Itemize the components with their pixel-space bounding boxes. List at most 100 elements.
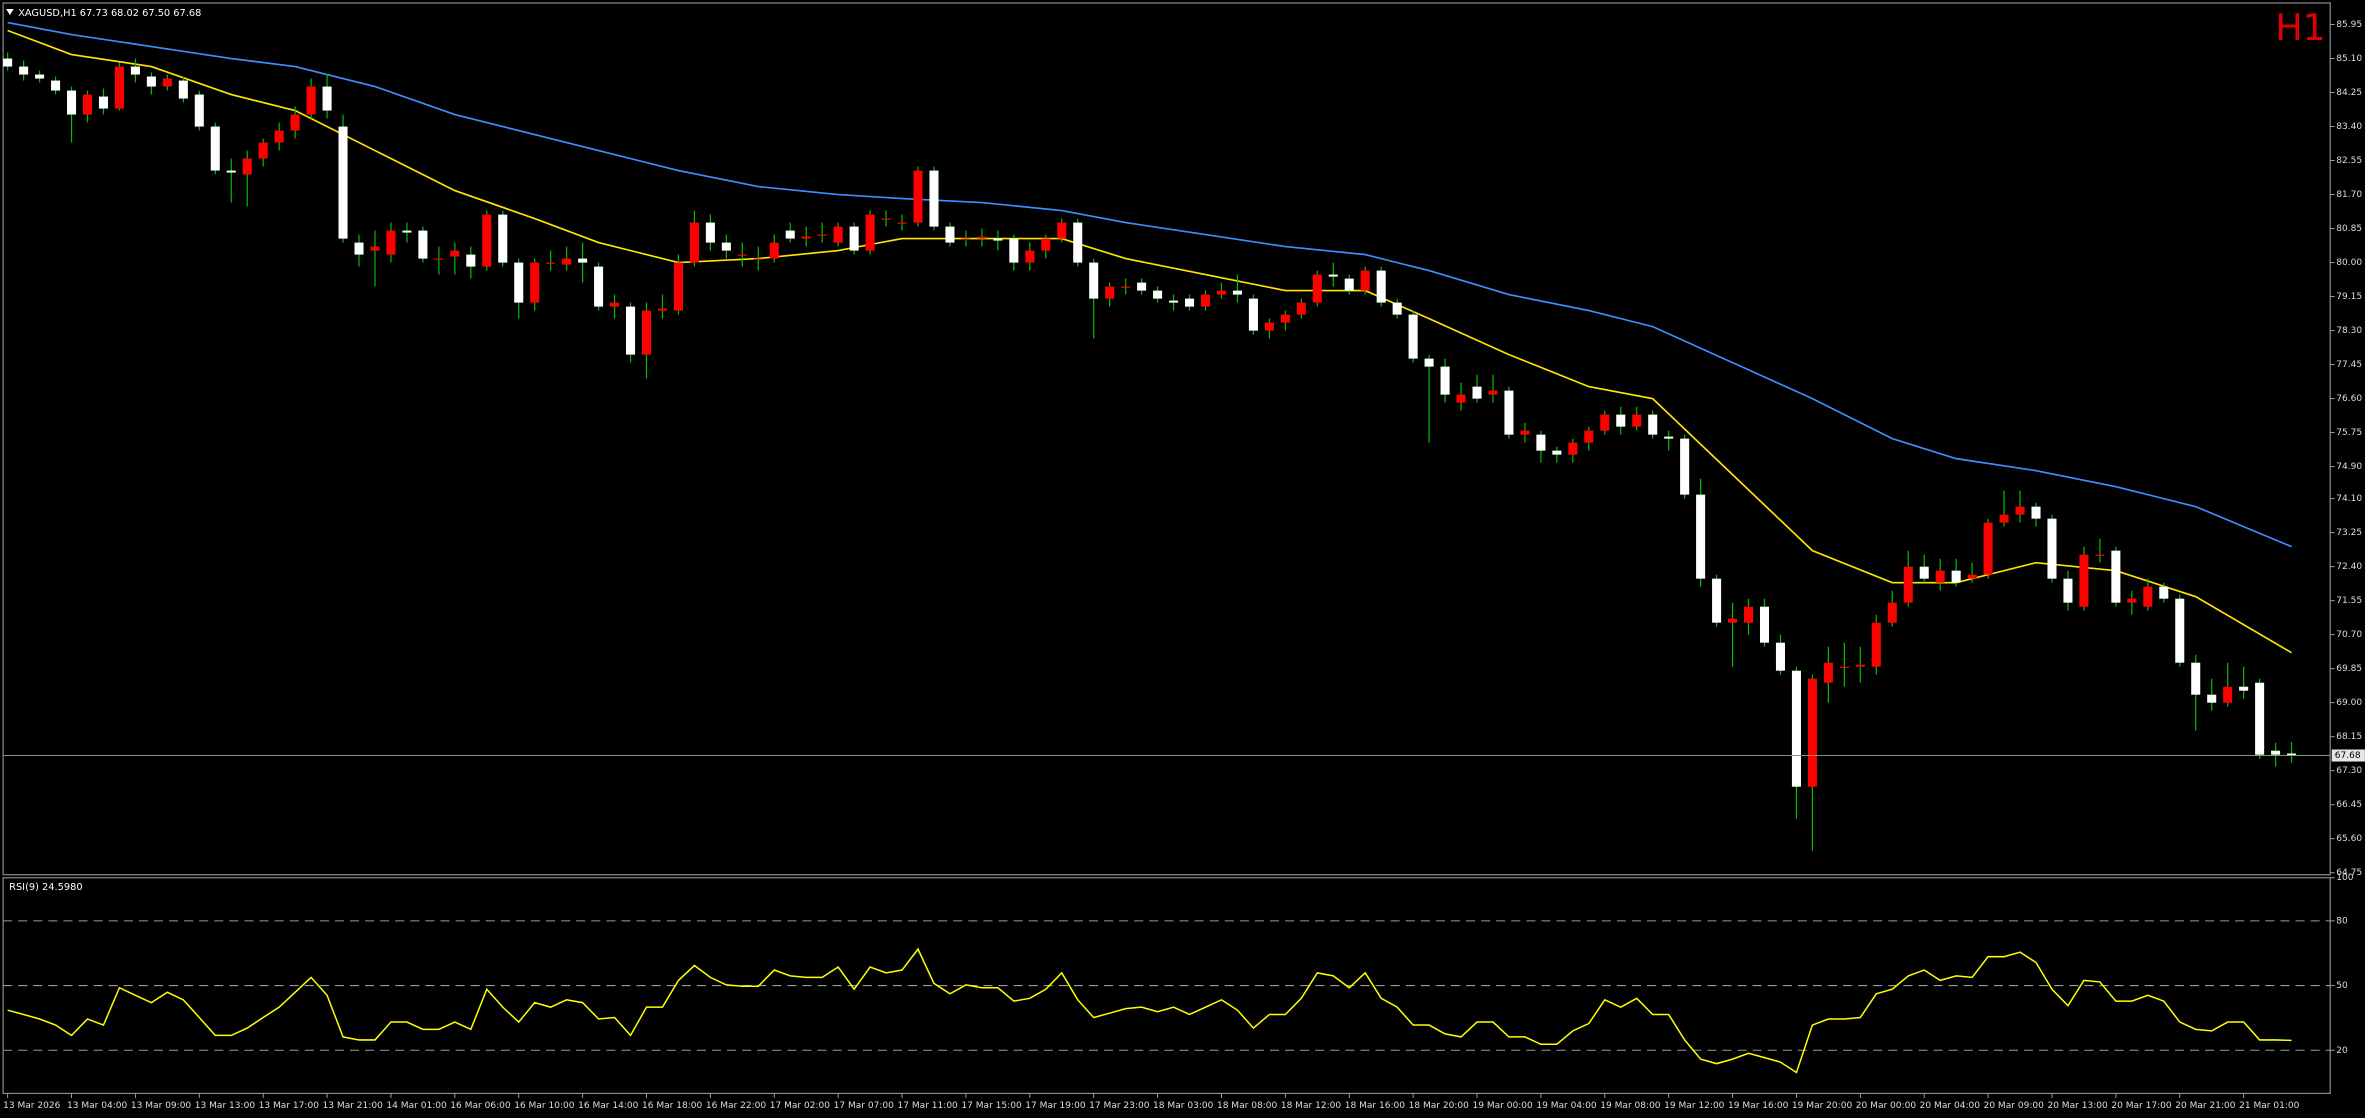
- candle-body: [162, 78, 172, 87]
- candle-body: [98, 96, 108, 109]
- candle-body: [67, 90, 77, 115]
- candle-body: [673, 262, 683, 311]
- y-tick-label: 74.90: [2336, 462, 2362, 472]
- candle-body: [482, 214, 492, 267]
- x-tick-label: 18 Mar 16:00: [1345, 1101, 1406, 1111]
- candle-body: [1392, 302, 1402, 315]
- candle-body: [1344, 278, 1354, 291]
- candle-body: [705, 222, 715, 243]
- candle-body: [833, 226, 843, 243]
- y-tick-label: 80: [2336, 916, 2348, 926]
- candle-body: [1456, 394, 1466, 403]
- candle-body: [1967, 574, 1977, 579]
- y-tick-label: 84.25: [2336, 88, 2362, 98]
- y-tick-label: 75.75: [2336, 428, 2362, 438]
- y-tick-label: 80.85: [2336, 224, 2362, 234]
- x-tick-label: 20 Mar 04:00: [1920, 1101, 1981, 1111]
- candle-body: [258, 142, 268, 159]
- candle-body: [2239, 686, 2249, 691]
- x-tick-label: 17 Mar 02:00: [770, 1101, 831, 1111]
- candle-body: [1312, 274, 1322, 303]
- x-tick-label: 18 Mar 08:00: [1217, 1101, 1278, 1111]
- y-tick-label: 73.25: [2336, 528, 2362, 538]
- candle-body: [35, 74, 45, 79]
- candle-body: [1248, 298, 1258, 331]
- x-tick-label: 14 Mar 01:00: [386, 1101, 447, 1111]
- candle-body: [1536, 434, 1546, 451]
- candle-body: [1105, 286, 1115, 299]
- x-tick-label: 21 Mar 01:00: [2239, 1101, 2300, 1111]
- candle-body: [945, 226, 955, 243]
- y-tick-label: 66.45: [2336, 800, 2362, 810]
- x-tick-label: 16 Mar 10:00: [514, 1101, 575, 1111]
- y-tick-label: 64.75: [2336, 868, 2362, 878]
- candle-body: [1999, 514, 2009, 523]
- candle-body: [1376, 270, 1386, 303]
- x-tick-label: 17 Mar 11:00: [898, 1101, 959, 1111]
- candle-body: [1983, 522, 1993, 575]
- y-tick-label: 69.00: [2336, 698, 2362, 708]
- candle-body: [1632, 414, 1642, 427]
- price-panel: [2, 2, 2331, 876]
- x-tick-label: 18 Mar 20:00: [1409, 1101, 1470, 1111]
- x-tick-label: 19 Mar 16:00: [1728, 1101, 1789, 1111]
- candle-body: [1073, 222, 1083, 263]
- candle-body: [2047, 518, 2057, 579]
- candle-body: [1839, 666, 1849, 668]
- x-tick-label: 19 Mar 12:00: [1664, 1101, 1725, 1111]
- candle-body: [753, 258, 763, 260]
- candle-body: [1648, 414, 1658, 435]
- y-tick-label: 78.30: [2336, 326, 2362, 336]
- symbol-title: XAGUSD,H1 67.73 68.02 67.50 67.68: [18, 8, 201, 19]
- candle-body: [737, 254, 747, 256]
- rsi-line: [7, 947, 2292, 1074]
- candle-body: [19, 66, 29, 75]
- candle-body: [865, 214, 875, 251]
- y-tick-label: 85.95: [2336, 20, 2362, 30]
- candle-body: [1328, 274, 1338, 277]
- x-tick-label: 13 Mar 2026: [3, 1101, 61, 1111]
- candle-body: [1185, 298, 1195, 307]
- x-tick-label: 17 Mar 15:00: [961, 1101, 1022, 1111]
- candle-body: [466, 254, 476, 267]
- candle-body: [1664, 436, 1674, 439]
- candle-body: [226, 170, 236, 173]
- candle-body: [1121, 286, 1131, 288]
- candle-body: [721, 242, 731, 251]
- candle-body: [2271, 750, 2281, 755]
- candle-body: [1280, 314, 1290, 323]
- candle-body: [2207, 694, 2217, 703]
- candle-body: [1616, 414, 1626, 427]
- y-tick-label: 72.40: [2336, 562, 2362, 572]
- y-tick-label: 74.10: [2336, 494, 2362, 504]
- y-tick-label: 80.00: [2336, 258, 2362, 268]
- candle-body: [514, 262, 524, 303]
- y-tick-label: 69.85: [2336, 664, 2362, 674]
- y-tick-label: 67.30: [2336, 766, 2362, 776]
- candle-body: [322, 86, 332, 111]
- x-tick-label: 13 Mar 17:00: [259, 1101, 320, 1111]
- x-tick-label: 13 Mar 21:00: [323, 1101, 384, 1111]
- current-price-label: 67.68: [2335, 751, 2361, 761]
- x-tick-label: 17 Mar 19:00: [1025, 1101, 1086, 1111]
- x-tick-label: 13 Mar 04:00: [67, 1101, 128, 1111]
- x-tick-label: 17 Mar 07:00: [834, 1101, 895, 1111]
- candle-body: [1488, 390, 1498, 395]
- candle-body: [1025, 250, 1035, 263]
- x-tick-label: 20 Mar 09:00: [1984, 1101, 2045, 1111]
- x-tick-label: 19 Mar 20:00: [1792, 1101, 1853, 1111]
- candle-body: [626, 306, 636, 355]
- moving-average-line: [7, 21, 2292, 548]
- y-tick-label: 65.60: [2336, 834, 2362, 844]
- candle-body: [546, 262, 556, 264]
- candle-body: [354, 242, 364, 255]
- candle-body: [1791, 670, 1801, 787]
- candle-body: [1696, 494, 1706, 579]
- candle-body: [2175, 598, 2185, 663]
- y-tick-label: 70.70: [2336, 630, 2362, 640]
- candle-body: [2111, 550, 2121, 603]
- x-tick-label: 16 Mar 06:00: [450, 1101, 511, 1111]
- candle-body: [130, 66, 140, 75]
- candle-body: [338, 126, 348, 239]
